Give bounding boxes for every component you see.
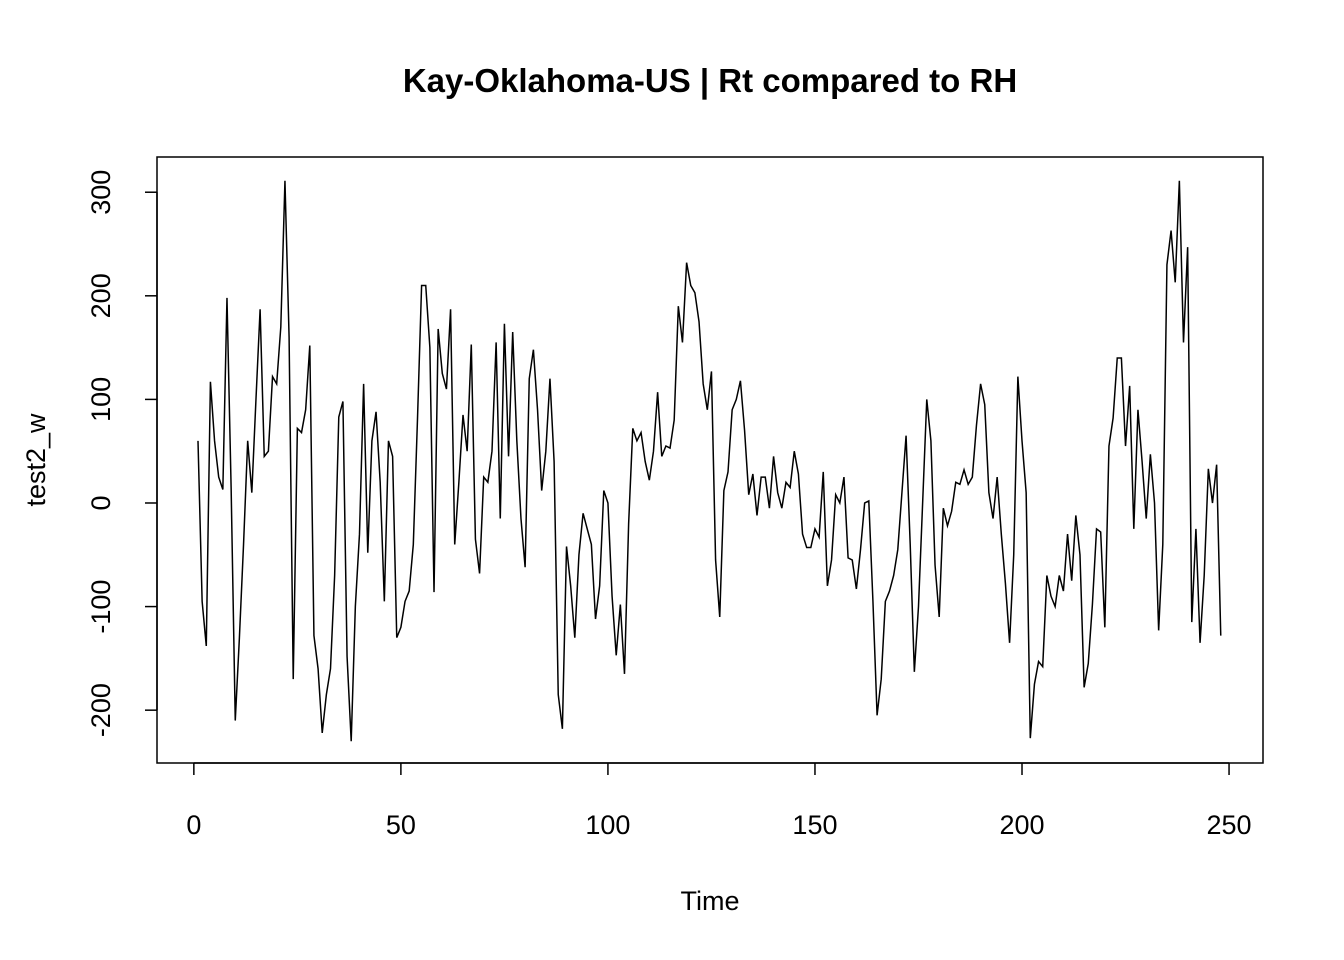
chart-title: Kay-Oklahoma-US | Rt compared to RH (403, 62, 1017, 99)
y-tick-label: -200 (86, 683, 116, 737)
x-tick-label: 200 (999, 810, 1044, 840)
x-tick-label: 100 (585, 810, 630, 840)
x-tick-label: 150 (792, 810, 837, 840)
y-tick-label: 100 (86, 377, 116, 422)
x-tick-label: 50 (386, 810, 416, 840)
y-tick-label: -100 (86, 580, 116, 634)
data-line (197, 180, 1222, 742)
x-axis-label: Time (681, 886, 740, 916)
plot-box (156, 156, 1264, 764)
y-tick-label: 200 (86, 273, 116, 318)
y-tick-label: 300 (86, 170, 116, 215)
x-tick-label: 0 (186, 810, 201, 840)
x-tick-label: 250 (1207, 810, 1252, 840)
y-tick-label: 0 (86, 495, 116, 510)
y-axis-label: test2_w (21, 413, 51, 507)
